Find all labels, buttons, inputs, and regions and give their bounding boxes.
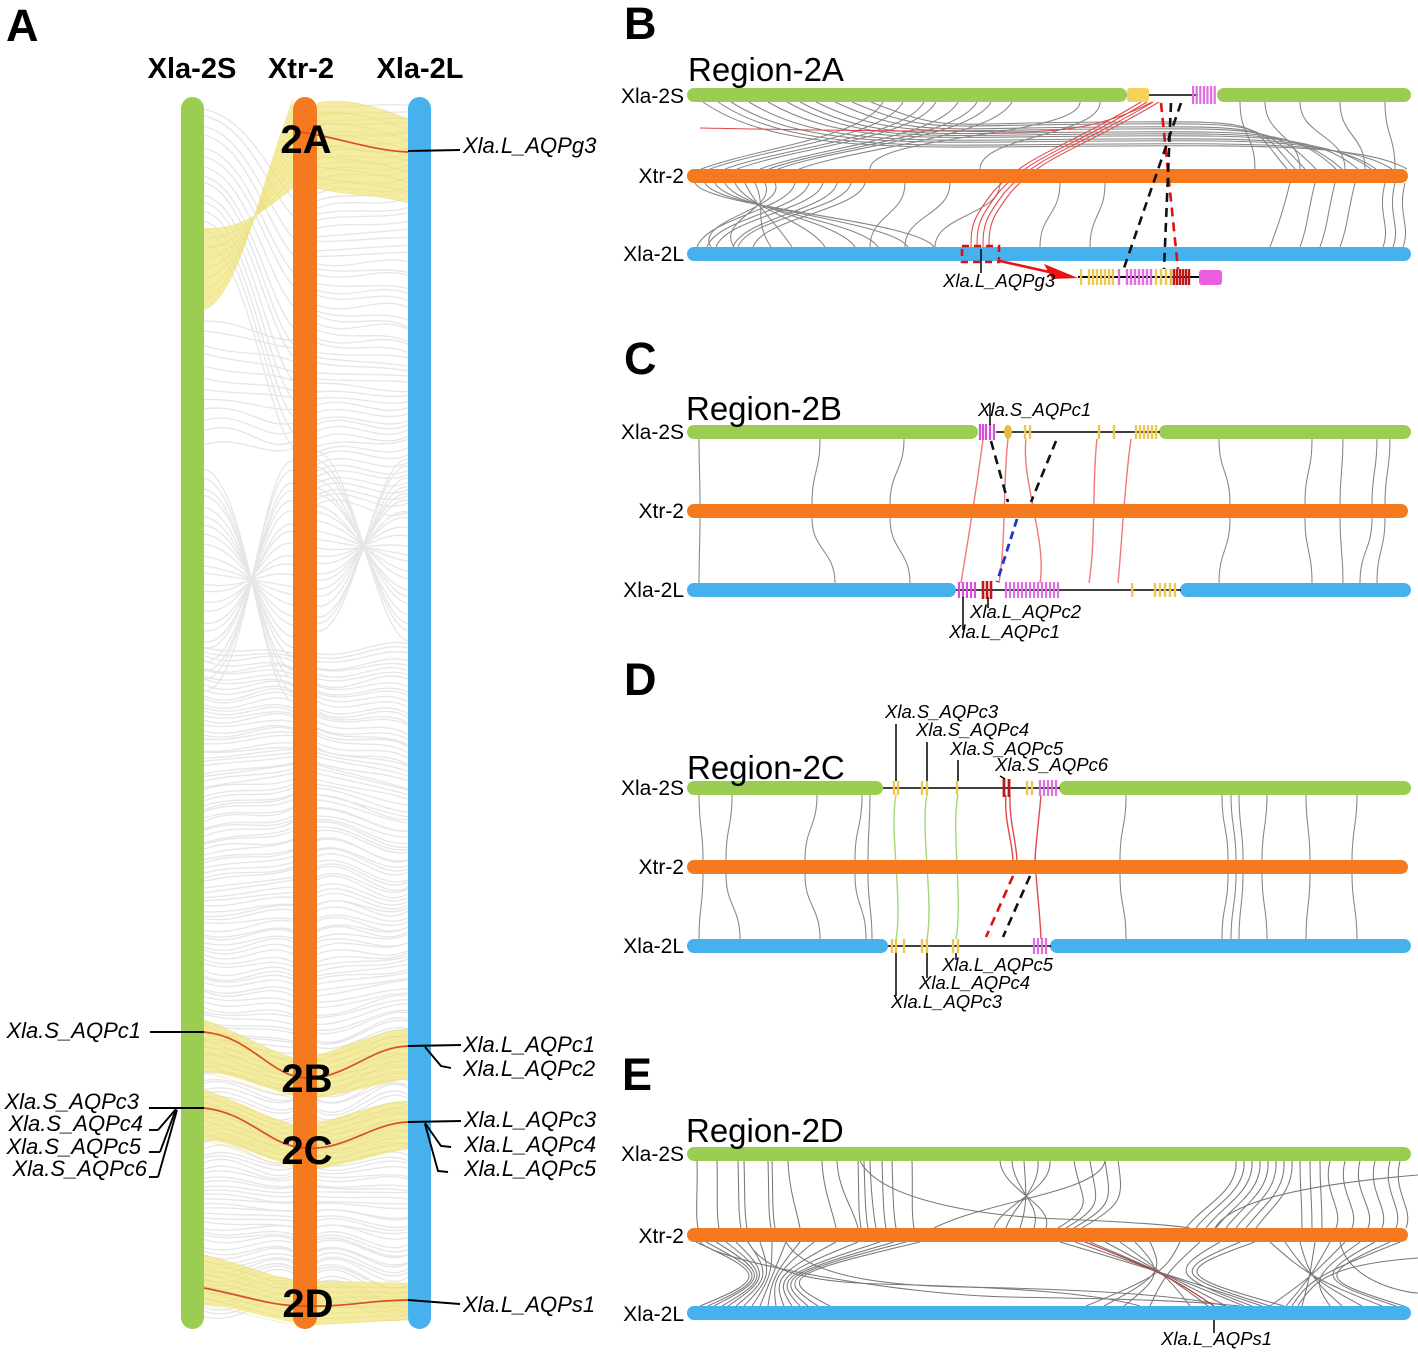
svg-text:2D: 2D (282, 1282, 333, 1326)
svg-text:Xtr-2: Xtr-2 (268, 53, 334, 85)
svg-text:Xla-2L: Xla-2L (376, 53, 463, 85)
svg-text:Xla.L_AQPc2: Xla.L_AQPc2 (462, 1056, 595, 1081)
svg-text:Xla.L_AQPc2: Xla.L_AQPc2 (969, 601, 1082, 622)
svg-text:Xla.S_AQPc1: Xla.S_AQPc1 (977, 399, 1091, 420)
svg-text:Xtr-2: Xtr-2 (638, 165, 684, 188)
svg-text:Xla.S_AQPc6: Xla.S_AQPc6 (11, 1156, 147, 1181)
svg-text:Xla.L_AQPs1: Xla.L_AQPs1 (1160, 1328, 1272, 1349)
svg-text:Xla-2S: Xla-2S (621, 777, 684, 800)
svg-text:A: A (6, 0, 39, 51)
svg-text:Xla.L_AQPc5: Xla.L_AQPc5 (463, 1156, 597, 1181)
svg-text:Xla-2S: Xla-2S (621, 85, 684, 108)
svg-text:Xla.L_AQPg3: Xla.L_AQPg3 (942, 270, 1056, 291)
svg-text:Xtr-2: Xtr-2 (638, 856, 684, 879)
svg-text:Xla.S_AQPc4: Xla.S_AQPc4 (7, 1111, 143, 1136)
svg-text:Xla-2L: Xla-2L (623, 579, 684, 602)
svg-text:Xla.S_AQPc5: Xla.S_AQPc5 (949, 738, 1064, 759)
svg-text:Xla-2S: Xla-2S (148, 53, 237, 85)
svg-text:Xla.L_AQPc3: Xla.L_AQPc3 (463, 1107, 597, 1132)
svg-text:Xtr-2: Xtr-2 (638, 500, 684, 523)
svg-text:Xla.S_AQPc3: Xla.S_AQPc3 (884, 701, 999, 722)
svg-text:2C: 2C (281, 1129, 332, 1173)
svg-text:Xla.L_AQPc3: Xla.L_AQPc3 (890, 991, 1003, 1012)
svg-text:2A: 2A (280, 118, 331, 162)
svg-text:Xla-2S: Xla-2S (621, 1143, 684, 1166)
svg-text:Xla.L_AQPc1: Xla.L_AQPc1 (462, 1032, 595, 1057)
svg-text:Region-2B: Region-2B (686, 390, 842, 427)
svg-text:Xla.L_AQPg3: Xla.L_AQPg3 (462, 133, 597, 158)
svg-text:Xla-2L: Xla-2L (623, 1303, 684, 1326)
svg-text:Xla.S_AQPc6: Xla.S_AQPc6 (994, 754, 1109, 775)
svg-text:D: D (624, 654, 657, 705)
svg-text:B: B (624, 0, 657, 49)
svg-text:Xla-2L: Xla-2L (623, 935, 684, 958)
svg-text:Xtr-2: Xtr-2 (638, 1225, 684, 1248)
svg-text:Xla.S_AQPc1: Xla.S_AQPc1 (5, 1018, 141, 1043)
svg-text:Xla.L_AQPc1: Xla.L_AQPc1 (948, 621, 1060, 642)
svg-text:Region-2A: Region-2A (688, 51, 844, 88)
svg-text:C: C (624, 333, 657, 384)
svg-text:Xla.L_AQPc5: Xla.L_AQPc5 (941, 954, 1054, 975)
svg-text:E: E (622, 1049, 652, 1100)
svg-text:Xla.L_AQPc4: Xla.L_AQPc4 (463, 1132, 596, 1157)
svg-text:Xla.S_AQPc4: Xla.S_AQPc4 (915, 719, 1029, 740)
svg-text:Xla-2L: Xla-2L (623, 243, 684, 266)
svg-text:Xla.L_AQPc4: Xla.L_AQPc4 (918, 972, 1030, 993)
svg-text:2B: 2B (281, 1057, 332, 1101)
svg-text:Region-2C: Region-2C (687, 749, 845, 786)
svg-text:Region-2D: Region-2D (686, 1112, 844, 1149)
svg-text:Xla.S_AQPc3: Xla.S_AQPc3 (3, 1089, 139, 1114)
svg-text:Xla.L_AQPs1: Xla.L_AQPs1 (462, 1292, 595, 1317)
svg-text:Xla-2S: Xla-2S (621, 421, 684, 444)
svg-text:Xla.S_AQPc5: Xla.S_AQPc5 (5, 1134, 141, 1159)
